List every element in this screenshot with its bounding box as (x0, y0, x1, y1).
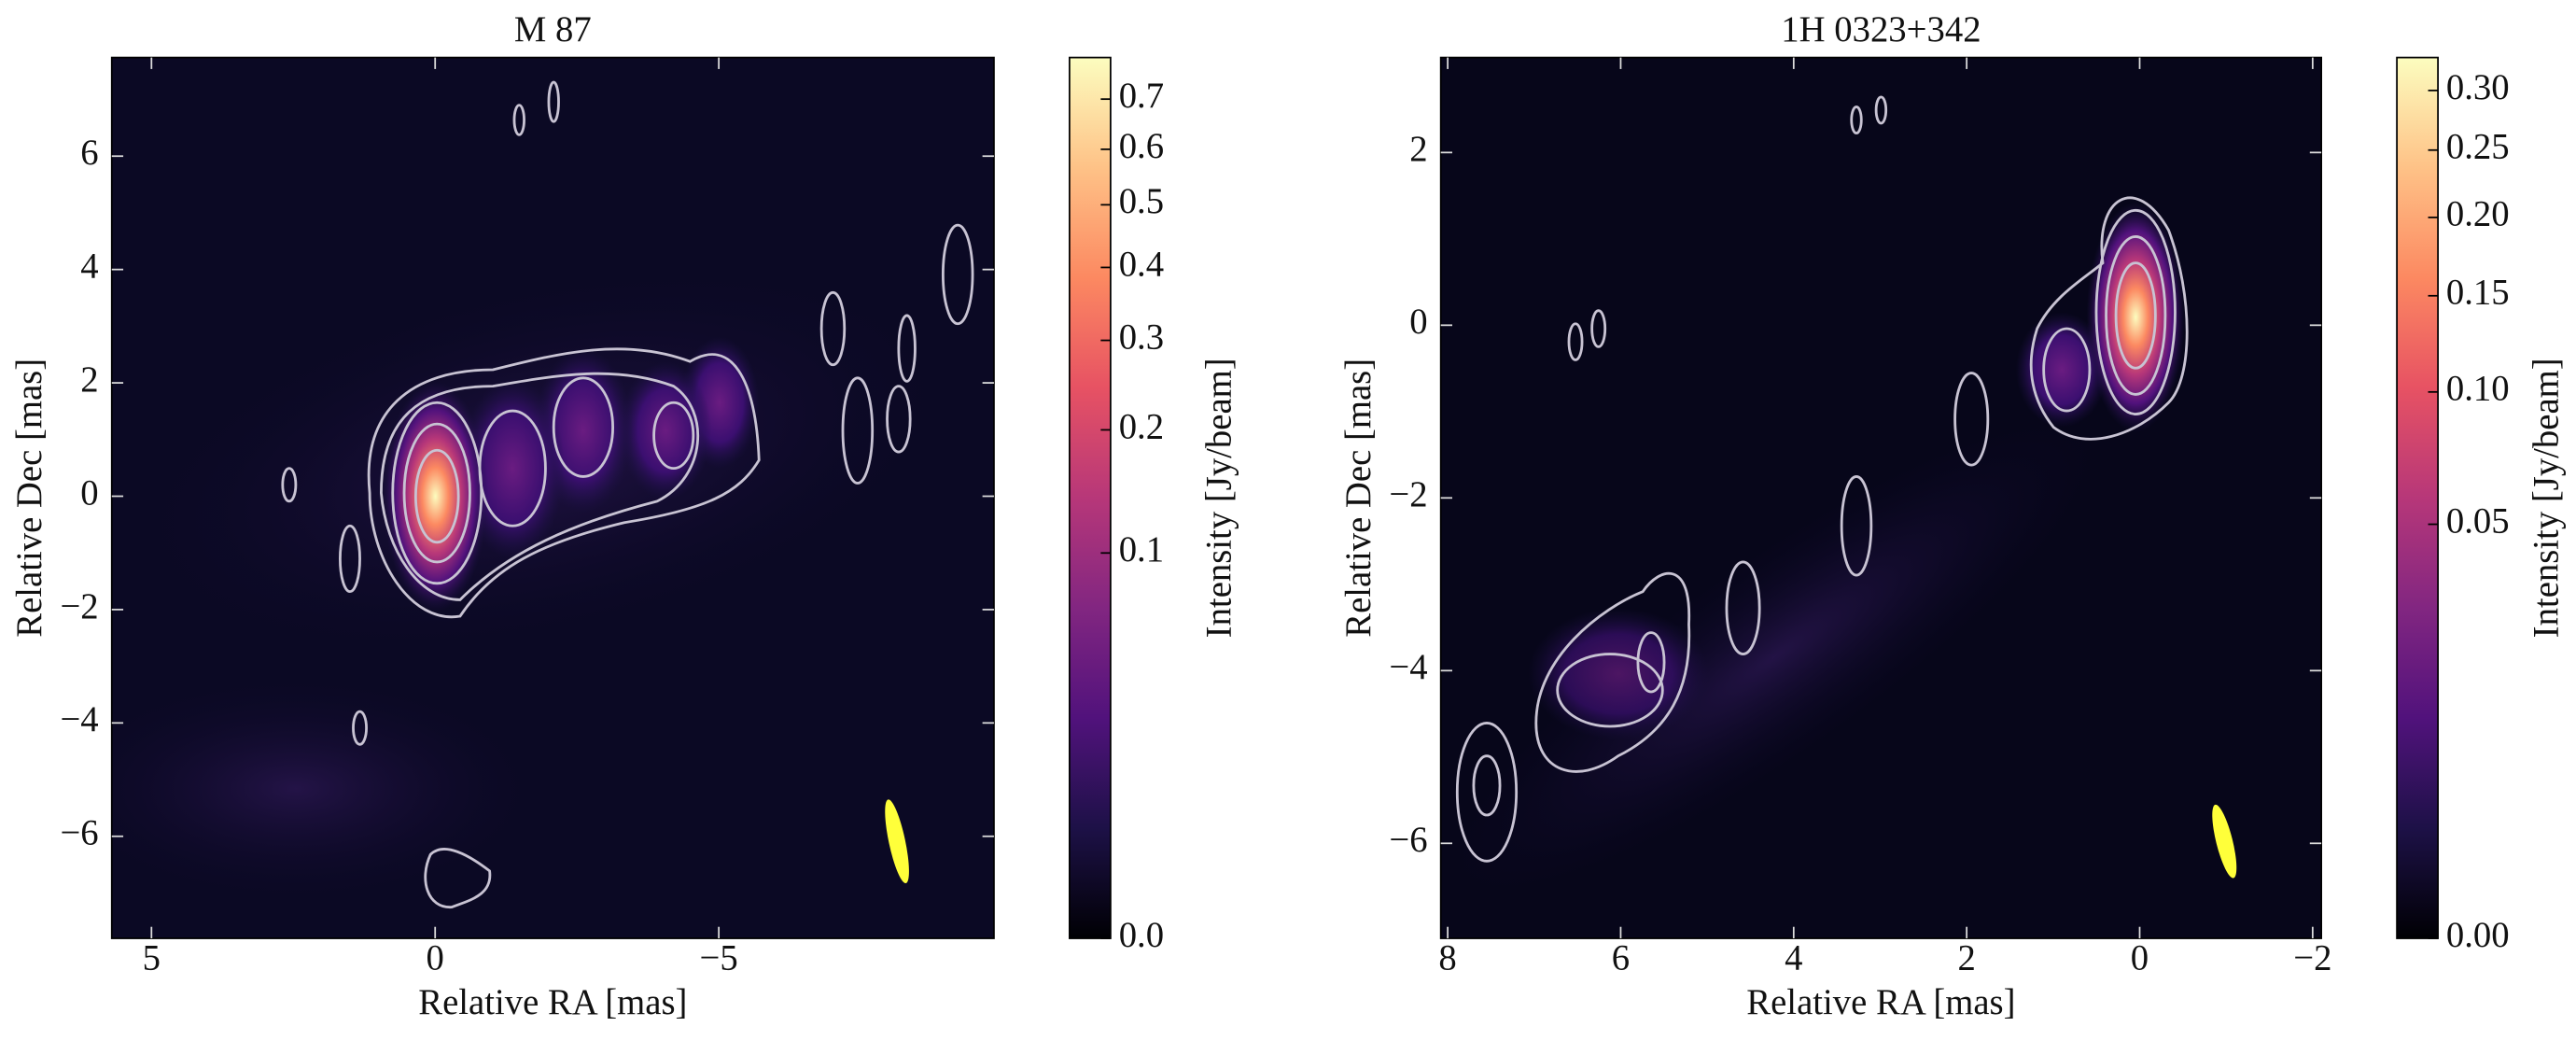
colorbar-tick-label: 0.10 (2446, 369, 2510, 409)
colorbar-tick-label: 0.6 (1119, 126, 1164, 166)
colorbar-tick-label: 0.00 (2446, 915, 2510, 955)
x-tick-label: 6 (1612, 938, 1630, 978)
colorbar-tick-label: 0.3 (1119, 316, 1164, 357)
plot-frame (110, 56, 995, 939)
x-tick-label: −5 (700, 938, 738, 978)
colorbar-tick-label: 0.7 (1119, 76, 1164, 116)
colorbar-tick-label: 0.30 (2446, 67, 2510, 107)
x-axis-label: Relative RA [mas] (1746, 982, 2015, 1022)
colorbar-tick-label: 0.15 (2446, 273, 2510, 313)
colorbar-tick-label: 0.2 (1119, 406, 1164, 446)
y-tick-label: 2 (1409, 129, 1427, 169)
image-panel (111, 57, 994, 939)
y-tick-label: 6 (80, 133, 98, 173)
y-axis-label: Relative Dec [mas] (9, 359, 49, 638)
colorbar-tick-label: 0.05 (2446, 500, 2510, 541)
x-tick-label: 0 (2131, 938, 2149, 978)
y-tick-label: 0 (1409, 302, 1427, 342)
chart-title: M 87 (514, 9, 592, 49)
y-axis-label: Relative Dec [mas] (1338, 359, 1379, 638)
colorbar-tick-label: 0.20 (2446, 194, 2510, 234)
y-tick-label: −6 (60, 813, 98, 853)
x-tick-label: 0 (427, 938, 444, 978)
colorbar (2396, 56, 2439, 939)
colorbar-tick-label: 0.5 (1119, 181, 1164, 221)
colorbar-label: Intensity [Jy/beam] (2527, 358, 2567, 638)
y-tick-label: 4 (80, 246, 98, 287)
x-tick-label: 2 (1957, 938, 1975, 978)
colorbar-tick-label: 0.0 (1119, 915, 1164, 955)
colorbar-label: Intensity [Jy/beam] (1198, 358, 1239, 638)
colorbar-tick-label: 0.1 (1119, 529, 1164, 570)
x-tick-label: 5 (143, 938, 161, 978)
x-tick-label: 8 (1438, 938, 1456, 978)
image-panel (1440, 57, 2322, 939)
y-tick-label: −4 (1389, 647, 1427, 687)
y-tick-label: −2 (1389, 474, 1427, 514)
y-tick-label: 0 (80, 472, 98, 513)
colorbar-tick-label: 0.4 (1119, 244, 1164, 284)
colorbar (1069, 56, 1112, 939)
x-tick-label: 4 (1785, 938, 1802, 978)
y-tick-label: −6 (1389, 820, 1427, 860)
chart-title: 1H 0323+342 (1781, 9, 1981, 49)
y-tick-label: −2 (60, 586, 98, 626)
y-tick-label: −4 (60, 699, 98, 739)
x-axis-label: Relative RA [mas] (418, 982, 687, 1022)
y-tick-label: 2 (80, 359, 98, 400)
colorbar-tick-label: 0.25 (2446, 127, 2510, 167)
x-tick-label: −2 (2293, 938, 2331, 978)
